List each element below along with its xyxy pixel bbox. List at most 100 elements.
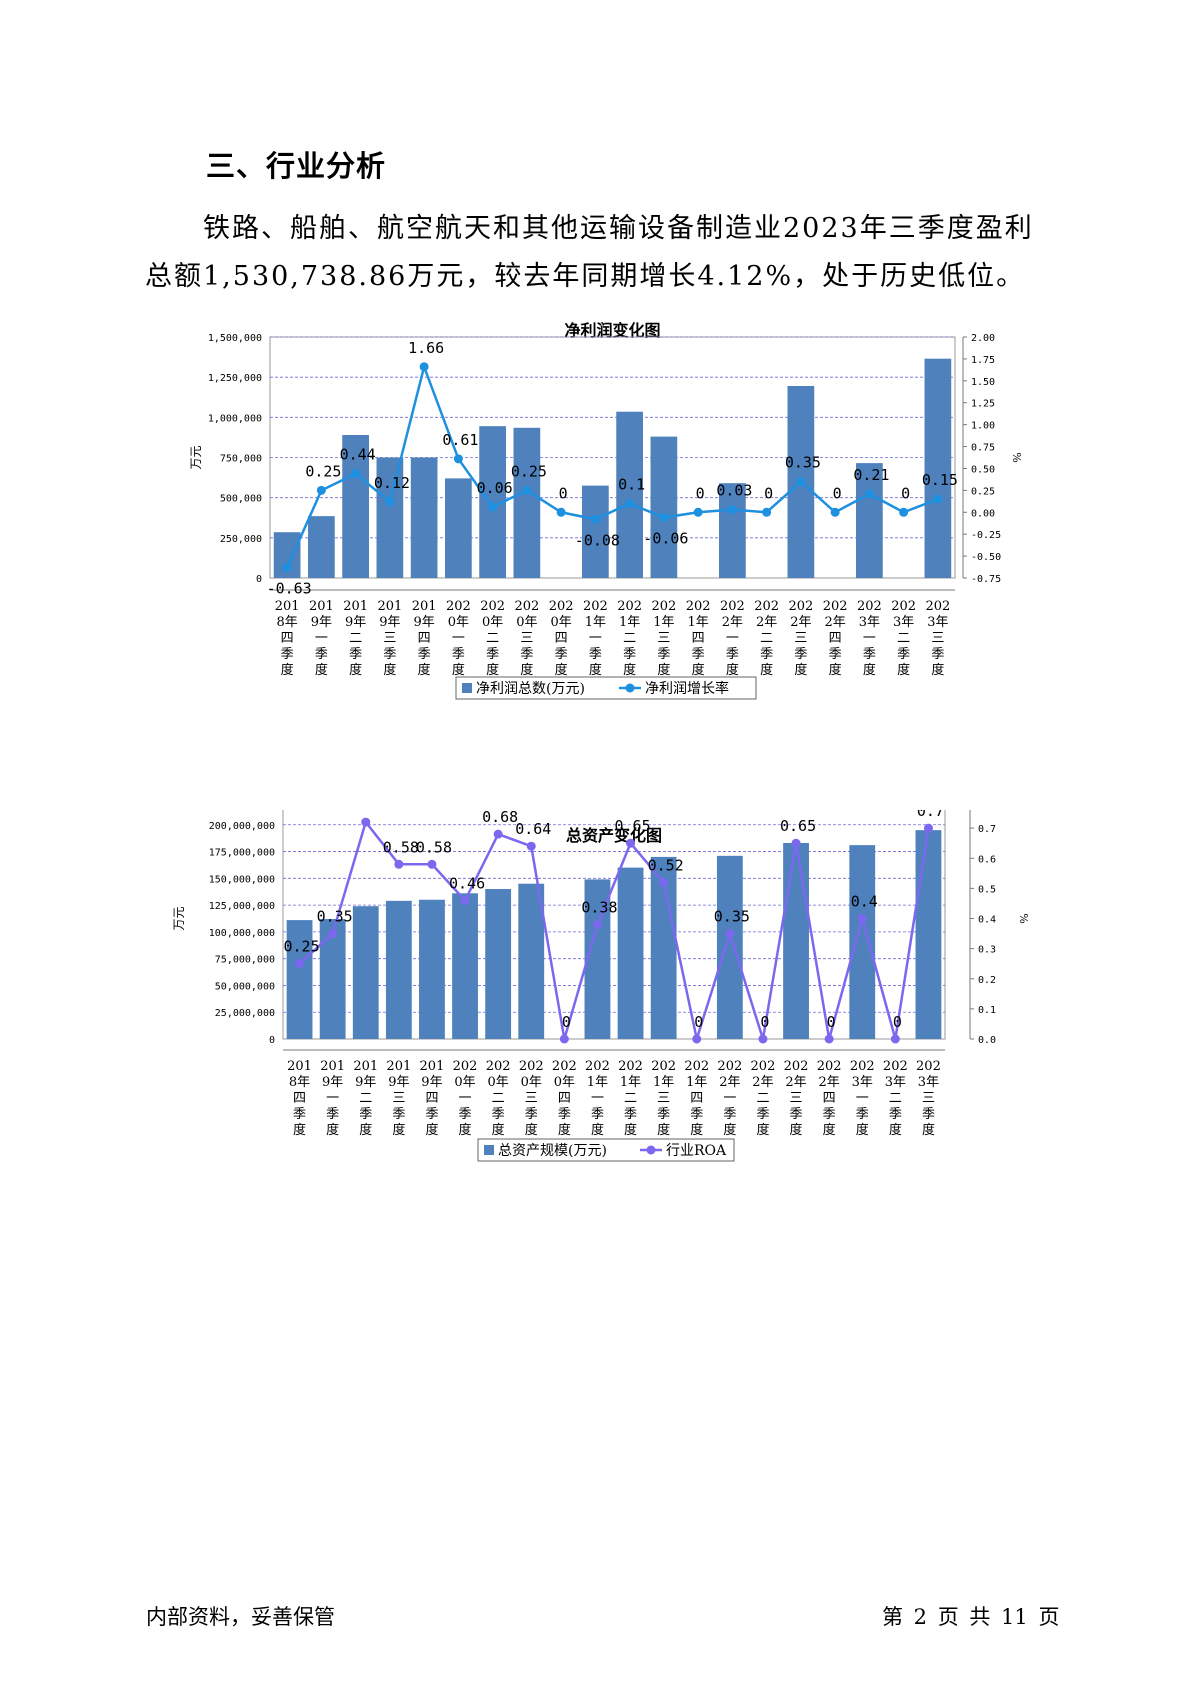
y-tick-label: 75,000,000 [215,955,275,966]
data-label: 0.44 [340,446,376,464]
x-tick-label: 201 8年四季度 [287,1059,312,1138]
x-tick-label: 202 1年一季度 [583,599,608,678]
bar [518,883,545,1039]
data-label: 0.1 [618,476,645,494]
bar [286,920,313,1039]
x-tick-label: 202 0年三季度 [519,1059,544,1138]
legend-box [455,676,757,700]
data-label: 0.25 [511,462,547,480]
legend-line-label: 净利润增长率 [645,680,729,697]
bar [924,358,952,578]
y-right-tick-label: 0.4 [978,915,996,926]
data-label: 0.21 [853,466,889,484]
x-tick-label: 202 3年三季度 [916,1059,941,1138]
data-label: 0.52 [648,856,684,874]
data-label: 0.61 [442,431,478,449]
line-point [791,838,801,848]
line-point [727,505,737,515]
line-point [427,859,437,869]
bar [616,411,643,578]
line-point [857,914,867,923]
y-tick-label: 100,000,000 [209,928,275,939]
y-axis-label: 万元 [172,906,186,930]
chart-title: 总资产变化图 [566,826,662,845]
x-tick-label: 202 2年三季度 [788,599,813,678]
data-label: 0.35 [785,454,821,472]
y-tick-label: 50,000,000 [215,981,275,992]
bar [385,900,412,1039]
data-label: 0.65 [780,817,816,835]
legend-line-marker [646,1145,656,1155]
x-tick-label: 202 3年二季度 [891,599,916,678]
y-tick-label: 250,000 [220,534,262,545]
x-tick-label: 201 9年四季度 [420,1059,445,1138]
y-right-tick-label: 0.75 [971,443,995,454]
x-tick-label: 201 9年二季度 [353,1059,378,1138]
y-right-tick-label: 0.6 [978,854,996,865]
x-tick-label: 202 1年三季度 [651,599,676,678]
x-tick-label: 202 2年二季度 [751,1059,776,1138]
legend-bar-swatch [484,1145,494,1155]
bar [352,906,379,1039]
line-point [933,494,943,504]
y-right-axis-label: % [1017,913,1030,923]
data-label: 0 [696,484,705,502]
footer-confidential-note: 内部资料，妥善保管 [146,1605,335,1629]
x-tick-label: 202 3年三季度 [925,599,950,678]
line-point [692,1034,702,1044]
y-tick-label: 0 [256,574,262,585]
series-line [285,362,939,568]
x-tick-label: 201 9年二季度 [343,599,368,678]
bar [419,899,445,1039]
data-label: 0 [893,1013,902,1031]
x-tick-label: 202 0年二季度 [480,599,505,678]
x-tick-label: 202 2年四季度 [823,599,848,678]
x-tick-label: 202 0年三季度 [514,599,539,678]
legend-bar-label: 净利润总数(万元) [476,681,585,697]
y-right-tick-label: -0.50 [971,552,1001,563]
y-tick-label: 25,000,000 [215,1008,275,1019]
x-tick-label: 202 3年二季度 [883,1059,908,1138]
data-label: 0.68 [482,810,518,826]
x-tick-label: 201 9年四季度 [412,599,437,678]
line-point [453,454,463,464]
y-tick-label: 125,000,000 [209,901,275,912]
line-point [385,497,395,507]
line-point [762,507,772,517]
line-point [824,1034,834,1044]
data-label: -0.08 [575,531,620,549]
y-right-tick-label: 0.7 [978,824,996,835]
line-point [659,513,669,523]
bar [582,485,609,578]
data-label: 0.58 [416,838,452,856]
line-point [460,895,470,905]
y-right-tick-label: 1.00 [971,421,995,432]
legend-line-marker [625,683,635,693]
y-right-tick-label: 2.00 [971,333,995,344]
net-profit-chart: 净利润变化图 0 250,000 500,000 750,000 1,000,000 1,2… [189,321,1023,700]
bar [915,830,942,1039]
line-point [659,877,669,887]
line-point [488,502,498,512]
x-tick-label: 202 1年三季度 [651,1059,676,1138]
x-tick-label: 202 0年四季度 [549,599,574,678]
legend-bar-swatch [462,683,472,693]
x-tick-label: 202 1年二季度 [618,1059,643,1138]
data-label: 0 [901,484,910,502]
bar [445,478,472,578]
data-label: 0.7 [917,810,944,820]
line-point [493,829,503,839]
data-label: 0.38 [581,899,617,917]
plot-area [282,810,946,1040]
legend-line-label: 行业ROA [666,1143,727,1159]
bar [308,516,335,578]
line-point [361,817,371,827]
line-point [559,1034,569,1044]
y-right-tick-label: 0.1 [978,1005,996,1016]
data-label: 0 [559,484,568,502]
y-tick-label: 200,000,000 [209,821,275,832]
data-label: 0.64 [515,820,551,838]
y-tick-label: 175,000,000 [209,848,275,859]
line-point [864,489,874,499]
y-right-tick-label: 0.00 [971,508,995,519]
